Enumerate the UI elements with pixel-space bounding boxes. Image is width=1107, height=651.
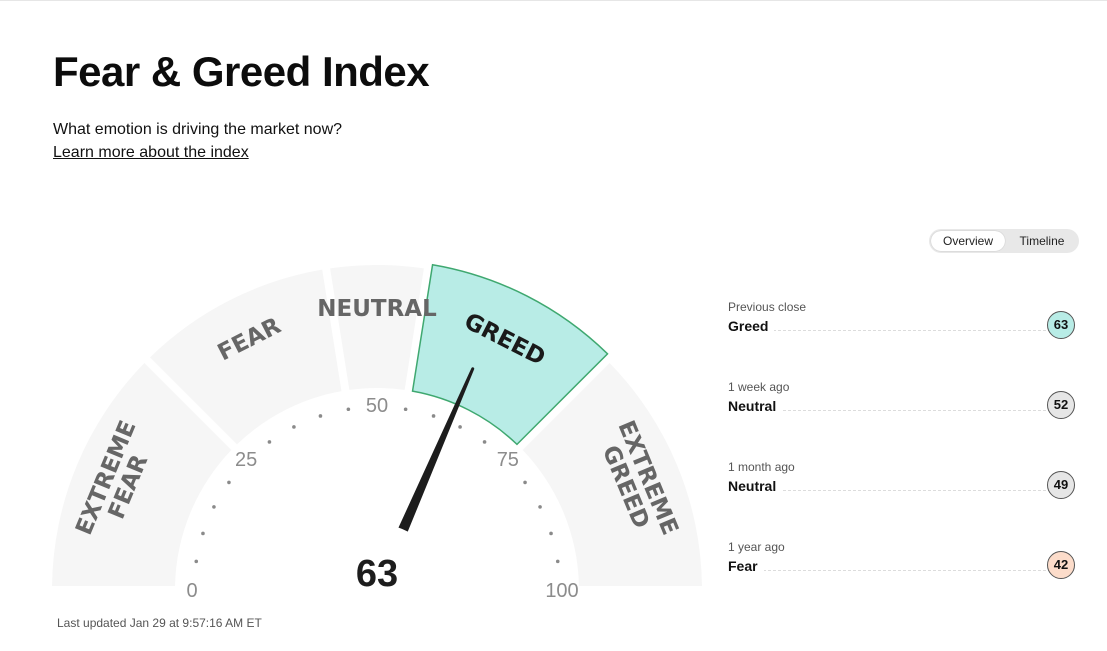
gauge-dot [292,425,296,429]
gauge-tick-label: 0 [186,580,197,600]
history-rating: Neutral [728,478,783,494]
page-subtitle: What emotion is driving the market now? [53,121,343,138]
gauge-dot [549,531,553,536]
learn-more-link[interactable]: Learn more about the index [53,144,249,161]
gauge-dot [267,440,272,444]
history-value-badge: 63 [1047,311,1075,339]
gauge-dot [555,559,560,564]
gauge-label-neutral: NEUTRAL [317,296,437,322]
gauge-dot [523,480,527,485]
tab-timeline[interactable]: Timeline [1019,234,1065,248]
history-value-badge: 49 [1047,471,1075,499]
gauge-segment-extreme-fear [52,363,232,587]
gauge-dot [227,480,231,485]
gauge-segment-extreme-greed [522,363,702,587]
top-divider [0,0,1107,1]
gauge-segment-fear [150,269,342,445]
gauge-tick-labels: 0 25 50 75 100 [186,395,578,600]
history-period: 1 month ago [728,460,795,474]
gauge-tick-label: 75 [497,449,519,471]
gauge-dot [201,531,205,536]
gauge-dot [346,407,351,412]
gauge-value: 63 [356,553,398,595]
gauge-segments [52,263,702,587]
row-divider [728,570,1046,571]
last-updated: Last updated Jan 29 at 9:57:16 AM ET [57,616,262,630]
history-period: Previous close [728,300,807,314]
gauge-tick-label: 50 [366,395,388,417]
row-divider [728,410,1046,411]
gauge-dot [431,414,436,418]
gauge-dot [318,414,323,418]
row-divider [728,490,1046,491]
history-row-1-week: 1 week ago Neutral 52 [728,380,1076,420]
gauge-segment-neutral [330,265,424,390]
history-row-1-month: 1 month ago Neutral 49 [728,460,1076,500]
view-toggle: Overview Timeline [929,229,1079,253]
tab-overview[interactable]: Overview [931,231,1005,251]
gauge-dot [212,505,216,509]
history-rating: Neutral [728,398,783,414]
page-title: Fear & Greed Index [53,48,430,95]
gauge-dot [458,425,462,429]
gauge-dot [403,407,408,412]
gauge-dot [482,440,487,444]
history-rating: Fear [728,558,764,574]
gauge-hub [311,524,443,600]
gauge-dots [194,407,560,564]
history-period: 1 year ago [728,540,785,554]
history-row-1-year: 1 year ago Fear 42 [728,540,1076,580]
gauge-tick-label: 25 [235,449,257,471]
gauge-tick-label: 100 [545,580,578,600]
history-value-badge: 52 [1047,391,1075,419]
history-period: 1 week ago [728,380,790,394]
history-rating: Greed [728,318,775,334]
gauge-dot [194,559,199,564]
history-row-previous-close: Previous close Greed 63 [728,300,1076,340]
gauge-dot [538,505,542,509]
history-value-badge: 42 [1047,551,1075,579]
row-divider [728,330,1046,331]
